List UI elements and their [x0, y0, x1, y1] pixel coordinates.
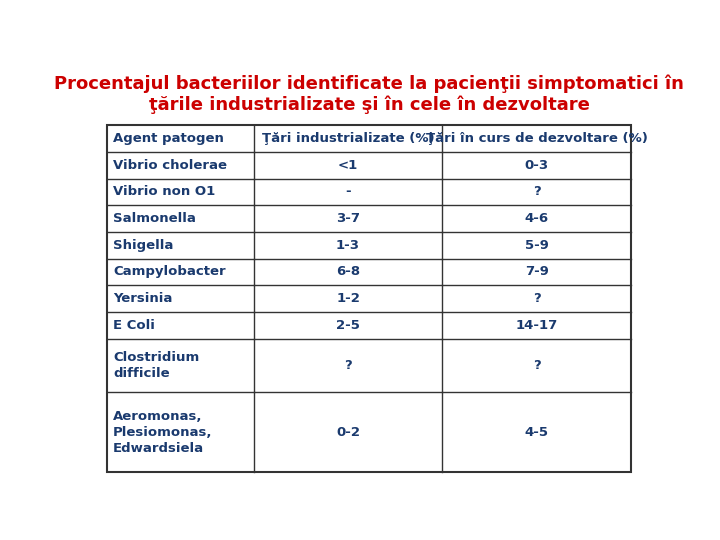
Text: 2-5: 2-5 [336, 319, 360, 332]
Text: <1: <1 [338, 159, 358, 172]
Text: 0-2: 0-2 [336, 426, 360, 438]
Text: Vibrio non O1: Vibrio non O1 [113, 185, 215, 198]
Text: 14-17: 14-17 [516, 319, 558, 332]
Text: 0-3: 0-3 [525, 159, 549, 172]
Text: Campylobacter: Campylobacter [113, 266, 225, 279]
Text: ţările industrializate şi în cele în dezvoltare: ţările industrializate şi în cele în dez… [148, 95, 590, 113]
Text: ?: ? [344, 359, 352, 372]
Text: Ţări industrializate (%): Ţări industrializate (%) [261, 132, 434, 145]
Text: ?: ? [533, 292, 541, 305]
Text: Vibrio cholerae: Vibrio cholerae [113, 159, 227, 172]
Text: ?: ? [533, 359, 541, 372]
Text: E Coli: E Coli [113, 319, 155, 332]
Text: 6-8: 6-8 [336, 266, 360, 279]
Text: ?: ? [533, 185, 541, 198]
Text: 1-2: 1-2 [336, 292, 360, 305]
Text: 7-9: 7-9 [525, 266, 549, 279]
Text: Aeromonas,
Plesiomonas,
Edwardsiela: Aeromonas, Plesiomonas, Edwardsiela [113, 410, 212, 455]
Text: 4-5: 4-5 [525, 426, 549, 438]
Text: 3-7: 3-7 [336, 212, 360, 225]
Text: Clostridium
difficile: Clostridium difficile [113, 351, 199, 380]
Text: -: - [345, 185, 351, 198]
Bar [107, 125, 631, 472]
Text: 5-9: 5-9 [525, 239, 549, 252]
Text: Agent patogen: Agent patogen [113, 132, 224, 145]
Text: Yersinia: Yersinia [113, 292, 172, 305]
Text: Salmonella: Salmonella [113, 212, 196, 225]
Text: Shigella: Shigella [113, 239, 174, 252]
Text: 1-3: 1-3 [336, 239, 360, 252]
Text: Ţări în curs de dezvoltare (%): Ţări în curs de dezvoltare (%) [426, 132, 648, 145]
Text: Procentajul bacteriilor identificate la pacienţii simptomatici în: Procentajul bacteriilor identificate la … [54, 75, 684, 93]
Text: 4-6: 4-6 [525, 212, 549, 225]
